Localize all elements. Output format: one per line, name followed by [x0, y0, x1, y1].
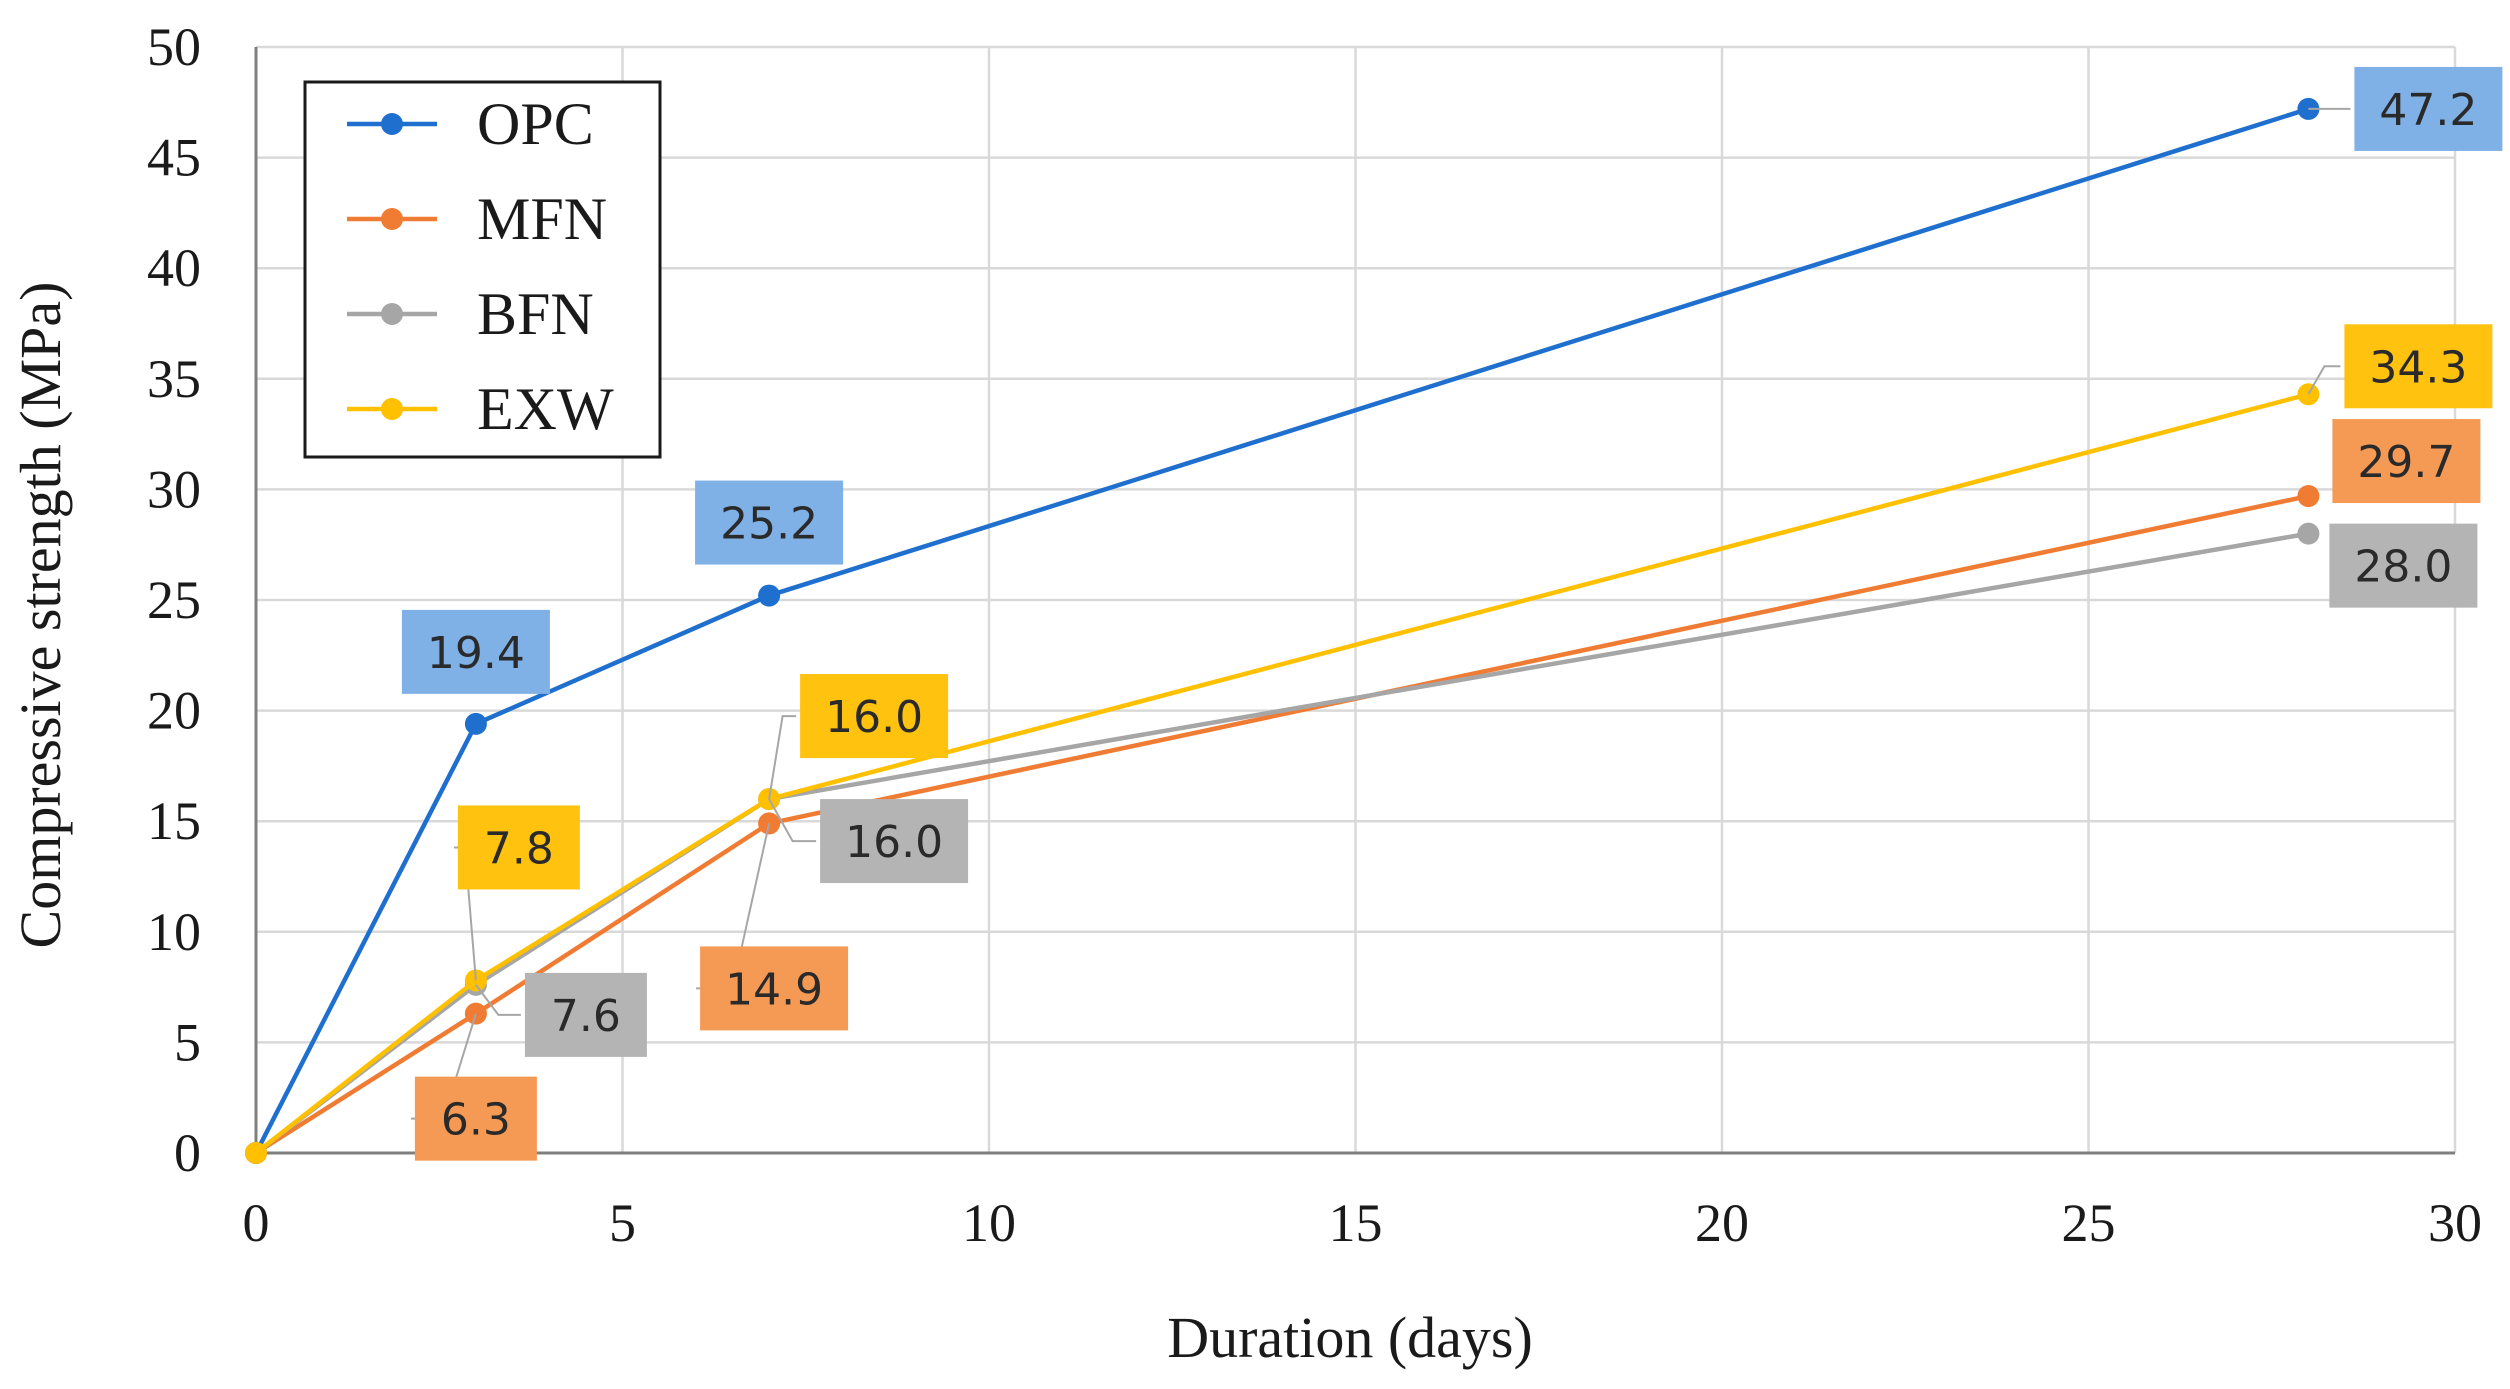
y-tick-label: 5: [174, 1012, 201, 1072]
data-label-exw: 7.8: [484, 823, 554, 874]
x-tick-label: 25: [2062, 1193, 2116, 1253]
y-axis-title: Compressive strength (MPa): [8, 282, 73, 949]
data-label-box-bfn: [820, 799, 969, 884]
x-tick-label: 10: [962, 1193, 1016, 1253]
legend-label-bfn: BFN: [477, 281, 594, 347]
data-label-opc: 19.4: [427, 628, 525, 679]
data-label-opc: 47.2: [2379, 85, 2477, 136]
x-tick-label: 30: [2428, 1193, 2482, 1253]
data-label-leader: [475, 984, 521, 1016]
axes: 0 5 10 15 20 25 30 35 40 45 50 0 5 10 15 20 25 30: [147, 17, 2482, 1253]
y-tick-label: 10: [147, 902, 201, 962]
series-line-opc: [253, 106, 2310, 1155]
data-label-bfn: 28.0: [2354, 542, 2452, 593]
x-tick-label: 20: [1695, 1193, 1749, 1253]
legend-box: [303, 80, 662, 459]
x-axis-title: Duration (days): [1167, 1305, 1533, 1370]
legend-label-opc: OPC: [477, 91, 594, 157]
data-point-mfn: [2297, 485, 2320, 508]
y-tick-label: 25: [147, 570, 201, 630]
y-tick-label: 35: [147, 349, 201, 409]
legend-marker-exw: [381, 398, 403, 420]
data-label-box-exw: [800, 674, 949, 759]
data-label-leader: [2307, 365, 2341, 395]
data-label-box-opc: [401, 609, 550, 694]
legend-marker-mfn: [381, 208, 403, 230]
data-label-bfn: 16.0: [845, 817, 943, 868]
data-label-mfn: 14.9: [725, 964, 823, 1015]
data-label-mfn: 29.7: [2357, 437, 2455, 488]
series-line-exw: [254, 392, 2309, 1155]
y-tick-label: 15: [147, 791, 201, 851]
series-lines: [245, 97, 2320, 1164]
data-label-box-bfn: [524, 972, 647, 1057]
x-tick-label: 15: [1329, 1193, 1383, 1253]
data-point-opc: [464, 712, 487, 735]
data-label-box-mfn: [2332, 419, 2481, 504]
y-tick-label: 20: [147, 681, 201, 741]
x-tick-label: 0: [243, 1193, 270, 1253]
y-tick-label: 45: [147, 128, 201, 188]
data-label-box-opc: [2354, 66, 2503, 151]
data-point-bfn: [2297, 522, 2320, 545]
data-label-box-mfn: [700, 946, 849, 1031]
data-label-exw: 16.0: [825, 692, 923, 743]
data-label-leader: [768, 715, 797, 800]
y-tick-label: 50: [147, 17, 201, 77]
series-line-mfn: [254, 493, 2309, 1155]
data-label-leader: [768, 798, 817, 843]
data-label-box-mfn: [414, 1076, 537, 1161]
legend-marker-opc: [381, 113, 403, 135]
data-label-opc: 25.2: [720, 499, 818, 550]
data-label-box-exw: [457, 805, 580, 890]
data-label-bfn: 7.6: [551, 991, 621, 1042]
data-labels: 19.4 25.2 47.2 6.3 14.9 29.7 7.6 16.0 28.0 7.8 16.…: [401, 66, 2503, 1161]
data-label-box-exw: [2344, 324, 2493, 409]
y-tick-label: 40: [147, 238, 201, 298]
data-point-exw: [245, 1142, 267, 1164]
x-tick-label: 5: [609, 1193, 636, 1253]
data-label-mfn: 6.3: [441, 1095, 511, 1146]
data-label-box-bfn: [2329, 523, 2478, 608]
legend-label-mfn: MFN: [477, 186, 607, 252]
data-label-exw: 34.3: [2369, 342, 2467, 393]
legend-label-exw: EXW: [477, 376, 614, 442]
y-tick-label: 30: [147, 459, 201, 519]
legend-marker-bfn: [381, 303, 403, 325]
y-tick-label: 0: [174, 1123, 201, 1183]
data-point-opc: [758, 584, 781, 607]
legend: OPC MFN BFN EXW: [303, 80, 662, 459]
data-label-box-opc: [695, 480, 844, 565]
